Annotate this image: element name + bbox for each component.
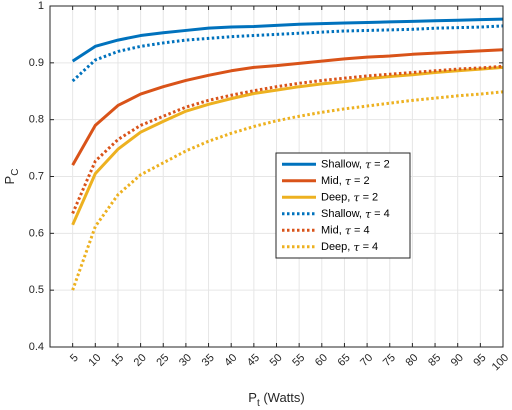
y-tick-label: 0.9 [29, 57, 44, 69]
series-line-4 [71, 24, 504, 83]
legend: Shallow, τ = 2 Mid, τ = 2 Deep, τ = 2 Shall… [275, 152, 411, 259]
y-tick-label: 0.5 [29, 284, 44, 296]
y-tick-label: 0.6 [29, 227, 44, 239]
x-axis-label: Pt (Watts) [248, 390, 304, 409]
series-line-2 [71, 48, 504, 166]
y-tick-label: 1 [38, 0, 44, 12]
series-line-1 [71, 17, 504, 63]
y-axis-label: PC [2, 169, 21, 185]
legend-entry-2: Mid, τ = 2 [321, 174, 370, 187]
series-line-5 [71, 64, 504, 215]
series-line-3 [71, 65, 504, 226]
legend-box [275, 152, 411, 259]
series-line-6 [71, 90, 504, 291]
y-tick-label: 0.8 [29, 114, 44, 126]
y-tick-label: 0.4 [29, 341, 44, 353]
legend-entry-4: Shallow, τ = 4 [321, 207, 390, 220]
y-tick-label: 0.7 [29, 171, 44, 183]
legend-entry-3: Deep, τ = 2 [321, 191, 378, 204]
legend-entry-6: Deep, τ = 4 [321, 240, 378, 253]
legend-entry-1: Shallow, τ = 2 [321, 158, 390, 171]
legend-entry-5: Mid, τ = 4 [321, 224, 370, 237]
